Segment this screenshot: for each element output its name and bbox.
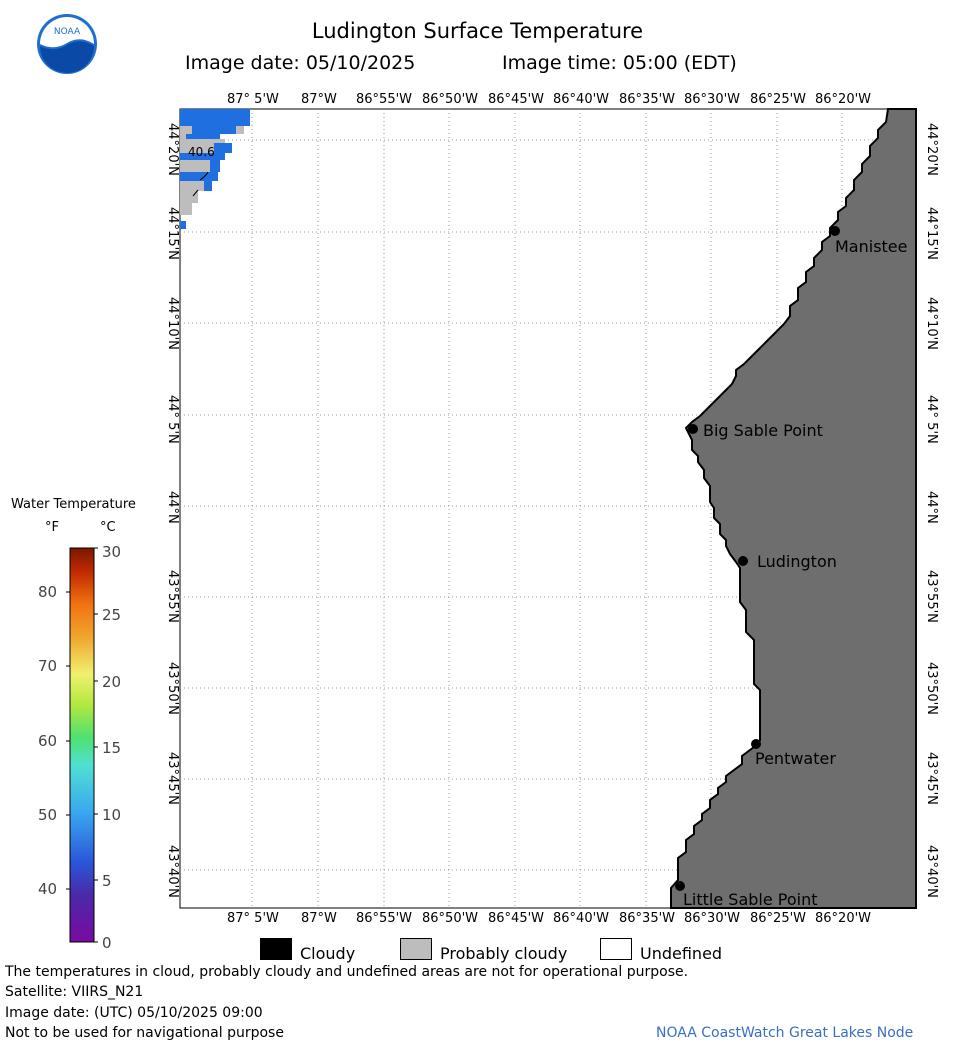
footer-disclaimer: The temperatures in cloud, probably clou…	[5, 964, 689, 980]
lat-label-left: 43°50'N	[165, 662, 180, 715]
place-markers	[675, 226, 840, 891]
place-big-sable-point: Big Sable Point	[703, 421, 823, 440]
lon-label-top: 87° 5'W	[227, 92, 279, 107]
lat-label-right: 43°55'N	[924, 570, 939, 623]
legend-c-tick: 0	[102, 934, 112, 952]
legend-c-tick: 20	[102, 673, 122, 691]
legend-f-tick: 80	[38, 583, 58, 601]
lon-label-bottom: 87°W	[301, 911, 337, 926]
lon-label-bottom: 86°25'W	[750, 911, 807, 926]
lon-label-top: 86°25'W	[750, 92, 807, 107]
logo-text: NOAA	[54, 27, 81, 37]
lon-label-bottom: 86°30'W	[684, 911, 741, 926]
ludington-marker	[738, 556, 748, 566]
legend-f-tick: 60	[38, 732, 58, 750]
color-scale	[66, 547, 98, 943]
lat-label-right: 44° 5'N	[924, 395, 939, 444]
legend-c-tick: 30	[102, 543, 122, 561]
lon-label-top: 86°20'W	[815, 92, 872, 107]
little-sable-point-marker	[675, 881, 685, 891]
lat-label-left: 44°20'N	[165, 123, 180, 176]
lon-label-bottom: 86°45'W	[488, 911, 545, 926]
footer-credit-link[interactable]: NOAA CoastWatch Great Lakes Node	[656, 1025, 914, 1041]
place-pentwater: Pentwater	[755, 749, 836, 768]
legend-label-probably-cloudy: Probably cloudy	[440, 944, 568, 963]
lon-label-top: 86°45'W	[488, 92, 545, 107]
legend-c-tick: 5	[102, 872, 112, 890]
legend-f-tick: 50	[38, 806, 58, 824]
lon-label-top: 86°30'W	[684, 92, 741, 107]
lat-label-right: 43°50'N	[924, 662, 939, 715]
lon-label-top: 86°55'W	[356, 92, 413, 107]
legend-label-cloudy: Cloudy	[300, 944, 356, 963]
lat-label-right: 44°15'N	[924, 207, 939, 260]
noaa-logo: NOAA	[37, 14, 97, 74]
land	[670, 108, 917, 909]
lon-label-bottom: 86°55'W	[356, 911, 413, 926]
lon-label-top: 86°35'W	[619, 92, 676, 107]
lat-label-left: 43°40'N	[165, 845, 180, 898]
lat-label-right: 44°10'N	[924, 297, 939, 350]
lat-label-left: 44° 5'N	[165, 395, 180, 444]
lon-label-top: 86°40'W	[553, 92, 610, 107]
legend-c-tick: 15	[102, 739, 122, 757]
lat-label-left: 44°15'N	[165, 207, 180, 260]
lat-label-left: 43°55'N	[165, 570, 180, 623]
temperature-label: 40.6	[188, 145, 215, 159]
lon-label-bottom: 87° 5'W	[227, 911, 279, 926]
lat-label-left: 44°10'N	[165, 297, 180, 350]
lat-label-left: 43°45'N	[165, 752, 180, 805]
lon-label-bottom: 86°50'W	[422, 911, 479, 926]
legend-label-undefined: Undefined	[640, 944, 723, 963]
legend-swatch-cloudy	[260, 938, 292, 960]
lat-label-right: 43°45'N	[924, 752, 939, 805]
legend-unit-f: °F	[45, 520, 59, 535]
place-ludington: Ludington	[757, 552, 837, 571]
footer-satellite: Satellite: VIIRS_N21	[5, 984, 144, 1000]
legend-c-tick: 25	[102, 606, 122, 624]
place-manistee: Manistee	[835, 237, 908, 256]
lon-label-top: 86°50'W	[422, 92, 479, 107]
lat-label-right: 44°N	[924, 491, 939, 524]
lon-label-bottom: 86°20'W	[815, 911, 872, 926]
place-little-sable-point: Little Sable Point	[683, 890, 818, 909]
image-date: Image date: 05/10/2025	[185, 52, 416, 74]
water-temperature-pixels	[180, 109, 250, 229]
legend-title: Water Temperature	[11, 497, 136, 512]
lat-label-left: 44°N	[165, 491, 180, 524]
legend-f-tick: 40	[38, 880, 58, 898]
legend-swatch-probably-cloudy	[400, 938, 432, 960]
legend-c-tick: 10	[102, 806, 122, 824]
legend-f-tick: 70	[38, 657, 58, 675]
legend-unit-c: °C	[100, 520, 116, 535]
footer-utc-date: Image date: (UTC) 05/10/2025 09:00	[5, 1005, 263, 1021]
lon-label-bottom: 86°35'W	[619, 911, 676, 926]
lat-label-right: 43°40'N	[924, 845, 939, 898]
footer-nav-warning: Not to be used for navigational purpose	[5, 1025, 284, 1041]
legend-swatch-undefined	[600, 938, 632, 960]
lon-label-top: 87°W	[301, 92, 337, 107]
lon-label-bottom: 86°40'W	[553, 911, 610, 926]
pentwater-marker	[751, 739, 761, 749]
image-time: Image time: 05:00 (EDT)	[502, 52, 737, 74]
grid-lines	[180, 109, 916, 908]
manistee-marker	[830, 226, 840, 236]
page-title: Ludington Surface Temperature	[311, 19, 644, 43]
big-sable-point-marker	[688, 424, 698, 434]
lat-label-right: 44°20'N	[924, 123, 939, 176]
